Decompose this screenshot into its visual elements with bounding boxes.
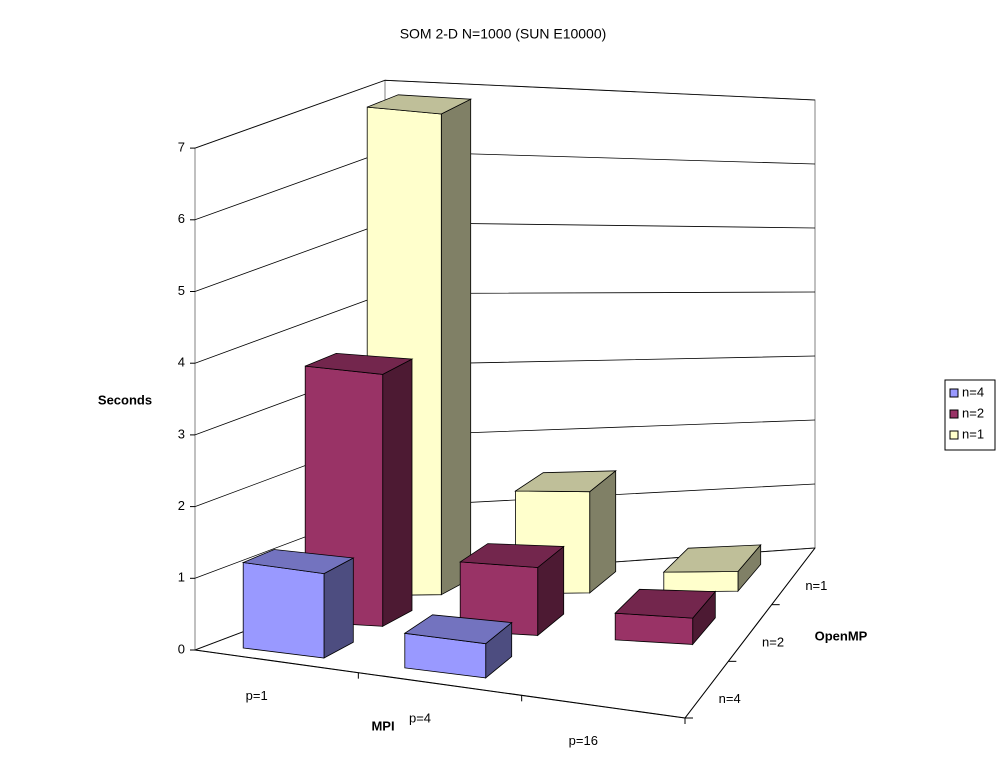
legend-label: n=1 <box>962 426 984 441</box>
bar-top <box>241 549 355 575</box>
legend-swatch <box>949 430 959 440</box>
y-tick-label: 7 <box>178 140 185 155</box>
bar-side <box>440 98 472 596</box>
bar-top <box>459 543 565 568</box>
bar-top <box>403 614 513 645</box>
x-tick-label: p=16 <box>569 733 598 748</box>
z-tick-label: n=4 <box>719 691 741 706</box>
bar-top <box>305 352 414 375</box>
legend-label: n=4 <box>962 384 984 399</box>
y-axis-title: Seconds <box>98 392 152 407</box>
y-tick-label: 0 <box>178 641 185 656</box>
bar-top <box>367 94 473 115</box>
x-tick-label: p=1 <box>246 688 268 703</box>
bar-side <box>589 469 617 594</box>
y-tick-label: 3 <box>178 426 185 441</box>
y-tick-label: 6 <box>178 211 185 226</box>
legend-swatch <box>949 388 959 398</box>
bar-side <box>382 358 413 627</box>
legend-swatch <box>949 409 959 419</box>
z-tick-label: n=2 <box>762 634 784 649</box>
x-axis <box>194 649 686 719</box>
z-tick-label: n=1 <box>805 578 827 593</box>
bar-top <box>514 470 617 493</box>
chart-title: SOM 2-D N=1000 (SUN E10000) <box>400 26 607 42</box>
bar-top <box>662 544 762 573</box>
bar-front <box>614 612 694 645</box>
y-tick-label: 5 <box>178 283 185 298</box>
y-tick-label: 1 <box>178 570 185 585</box>
bar-top <box>614 588 717 619</box>
z-axis-title: OpenMP <box>815 628 868 643</box>
z-axis <box>684 547 816 719</box>
x-axis-title: MPI <box>371 718 394 733</box>
y-tick-label: 4 <box>178 355 185 370</box>
x-tick-label: p=4 <box>409 710 431 725</box>
y-tick-label: 2 <box>178 498 185 513</box>
bar-front <box>663 571 739 593</box>
bar-front <box>242 562 325 659</box>
bar-side <box>323 557 354 659</box>
legend-label: n=2 <box>962 405 984 420</box>
grid-line <box>194 79 816 149</box>
